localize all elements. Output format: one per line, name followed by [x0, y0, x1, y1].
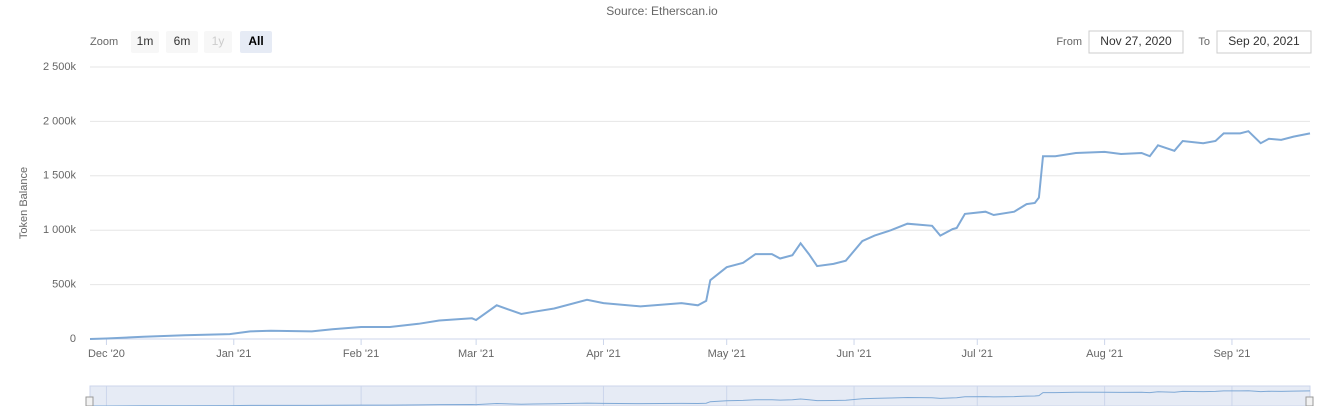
- y-tick-label: 1 500k: [43, 170, 77, 182]
- zoom-button[interactable]: [204, 31, 232, 53]
- y-axis-title: Token Balance: [18, 167, 30, 239]
- zoom-button-label[interactable]: 1y: [212, 34, 225, 48]
- to-label: To: [1198, 36, 1210, 48]
- x-tick-label: Mar '21: [458, 348, 494, 360]
- x-tick-label: Feb '21: [343, 348, 379, 360]
- zoom-button[interactable]: [166, 31, 198, 53]
- x-tick-label: Jun '21: [836, 348, 871, 360]
- x-tick-label: May '21: [708, 348, 746, 360]
- zoom-button[interactable]: [131, 31, 159, 53]
- y-tick-label: 1 000k: [43, 224, 77, 236]
- zoom-button-label[interactable]: 6m: [174, 34, 191, 48]
- zoom-button[interactable]: [240, 31, 272, 53]
- from-input[interactable]: [1088, 30, 1184, 54]
- x-tick-label: Sep '21: [1213, 348, 1250, 360]
- navigator-line: [90, 390, 1311, 407]
- zoom-button-label[interactable]: All: [248, 34, 263, 48]
- chart-subtitle: Source: Etherscan.io: [606, 4, 718, 18]
- zoom-button-label[interactable]: 1m: [137, 34, 154, 48]
- y-tick-label: 2 500k: [43, 61, 77, 73]
- from-label: From: [1056, 36, 1082, 48]
- data-line: [89, 130, 1311, 340]
- zoom-label: Zoom: [90, 36, 118, 48]
- x-tick-label: Aug '21: [1086, 348, 1123, 360]
- x-tick-label: Dec '20: [88, 348, 125, 360]
- y-tick-label: 2 000k: [43, 115, 77, 127]
- y-tick-label: 0: [70, 333, 76, 345]
- x-tick-label: Apr '21: [586, 348, 621, 360]
- y-tick-label: 500k: [52, 279, 76, 291]
- navigator-handle[interactable]: [85, 396, 94, 407]
- x-tick-label: Jul '21: [962, 348, 993, 360]
- from-value[interactable]: Nov 27, 2020: [1100, 34, 1172, 48]
- to-value[interactable]: Sep 20, 2021: [1228, 34, 1300, 48]
- x-tick-label: Jan '21: [216, 348, 251, 360]
- navigator-handle[interactable]: [1305, 396, 1314, 407]
- to-input[interactable]: [1216, 30, 1312, 54]
